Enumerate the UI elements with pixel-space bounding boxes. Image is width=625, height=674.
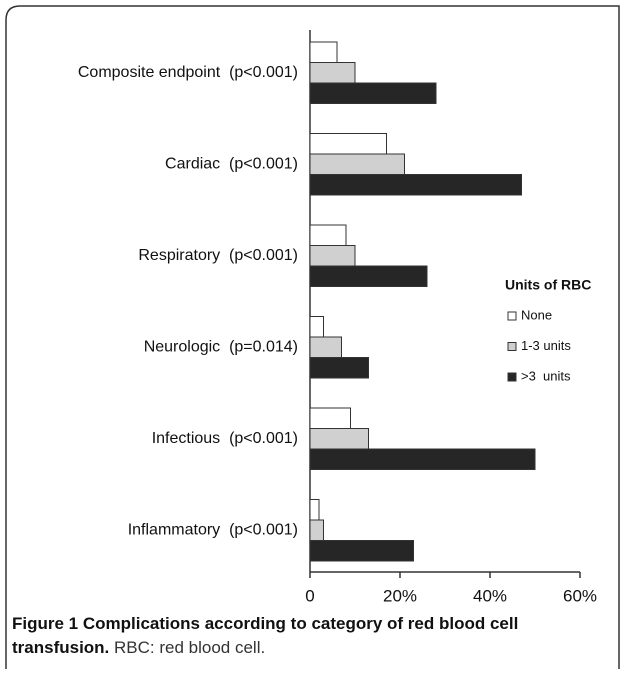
y-tick-label: Neurologic (p=0.014): [144, 338, 298, 355]
bar: [309, 407, 351, 429]
legend-title: Units of RBC: [505, 277, 591, 293]
bar: [309, 540, 414, 562]
bar: [309, 357, 369, 379]
legend-swatch: [507, 372, 517, 382]
bar: [309, 82, 437, 104]
bar: [309, 428, 369, 450]
bar: [309, 448, 536, 470]
bar: [309, 62, 356, 84]
frame: [5, 5, 620, 669]
x-tick-label: 0: [305, 586, 314, 605]
x-tick-label: 60%: [563, 586, 597, 605]
bar: [309, 336, 342, 358]
caption: Figure 1 Complications according to cate…: [12, 612, 612, 660]
bar: [309, 499, 320, 521]
bar: [309, 224, 347, 246]
caption-text: RBC: red blood cell.: [114, 638, 266, 657]
y-tick-label: Inflammatory (p<0.001): [128, 521, 298, 538]
legend-label: None: [521, 307, 552, 322]
bar: [309, 133, 387, 155]
y-tick-label: Infectious (p<0.001): [152, 430, 298, 447]
y-tick-label: Respiratory (p<0.001): [138, 247, 298, 264]
legend-swatch: [507, 311, 517, 321]
bar: [309, 265, 428, 287]
bar: [309, 41, 338, 63]
legend-label: 1-3 units: [521, 338, 571, 353]
bar: [309, 245, 356, 267]
y-tick-label: Cardiac (p<0.001): [165, 155, 298, 172]
caption-label: Figure 1: [12, 614, 79, 633]
bar: [309, 316, 324, 338]
bar: [309, 519, 324, 541]
y-tick-label: Composite endpoint (p<0.001): [78, 64, 298, 81]
caption-title: Complications according to category of r…: [12, 614, 519, 657]
bar: [309, 174, 522, 196]
legend-swatch: [507, 342, 517, 351]
x-tick-label: 20%: [383, 586, 417, 605]
legend-label: >3 units: [521, 368, 571, 383]
bar: [309, 153, 405, 175]
x-tick-label: 40%: [473, 586, 507, 605]
